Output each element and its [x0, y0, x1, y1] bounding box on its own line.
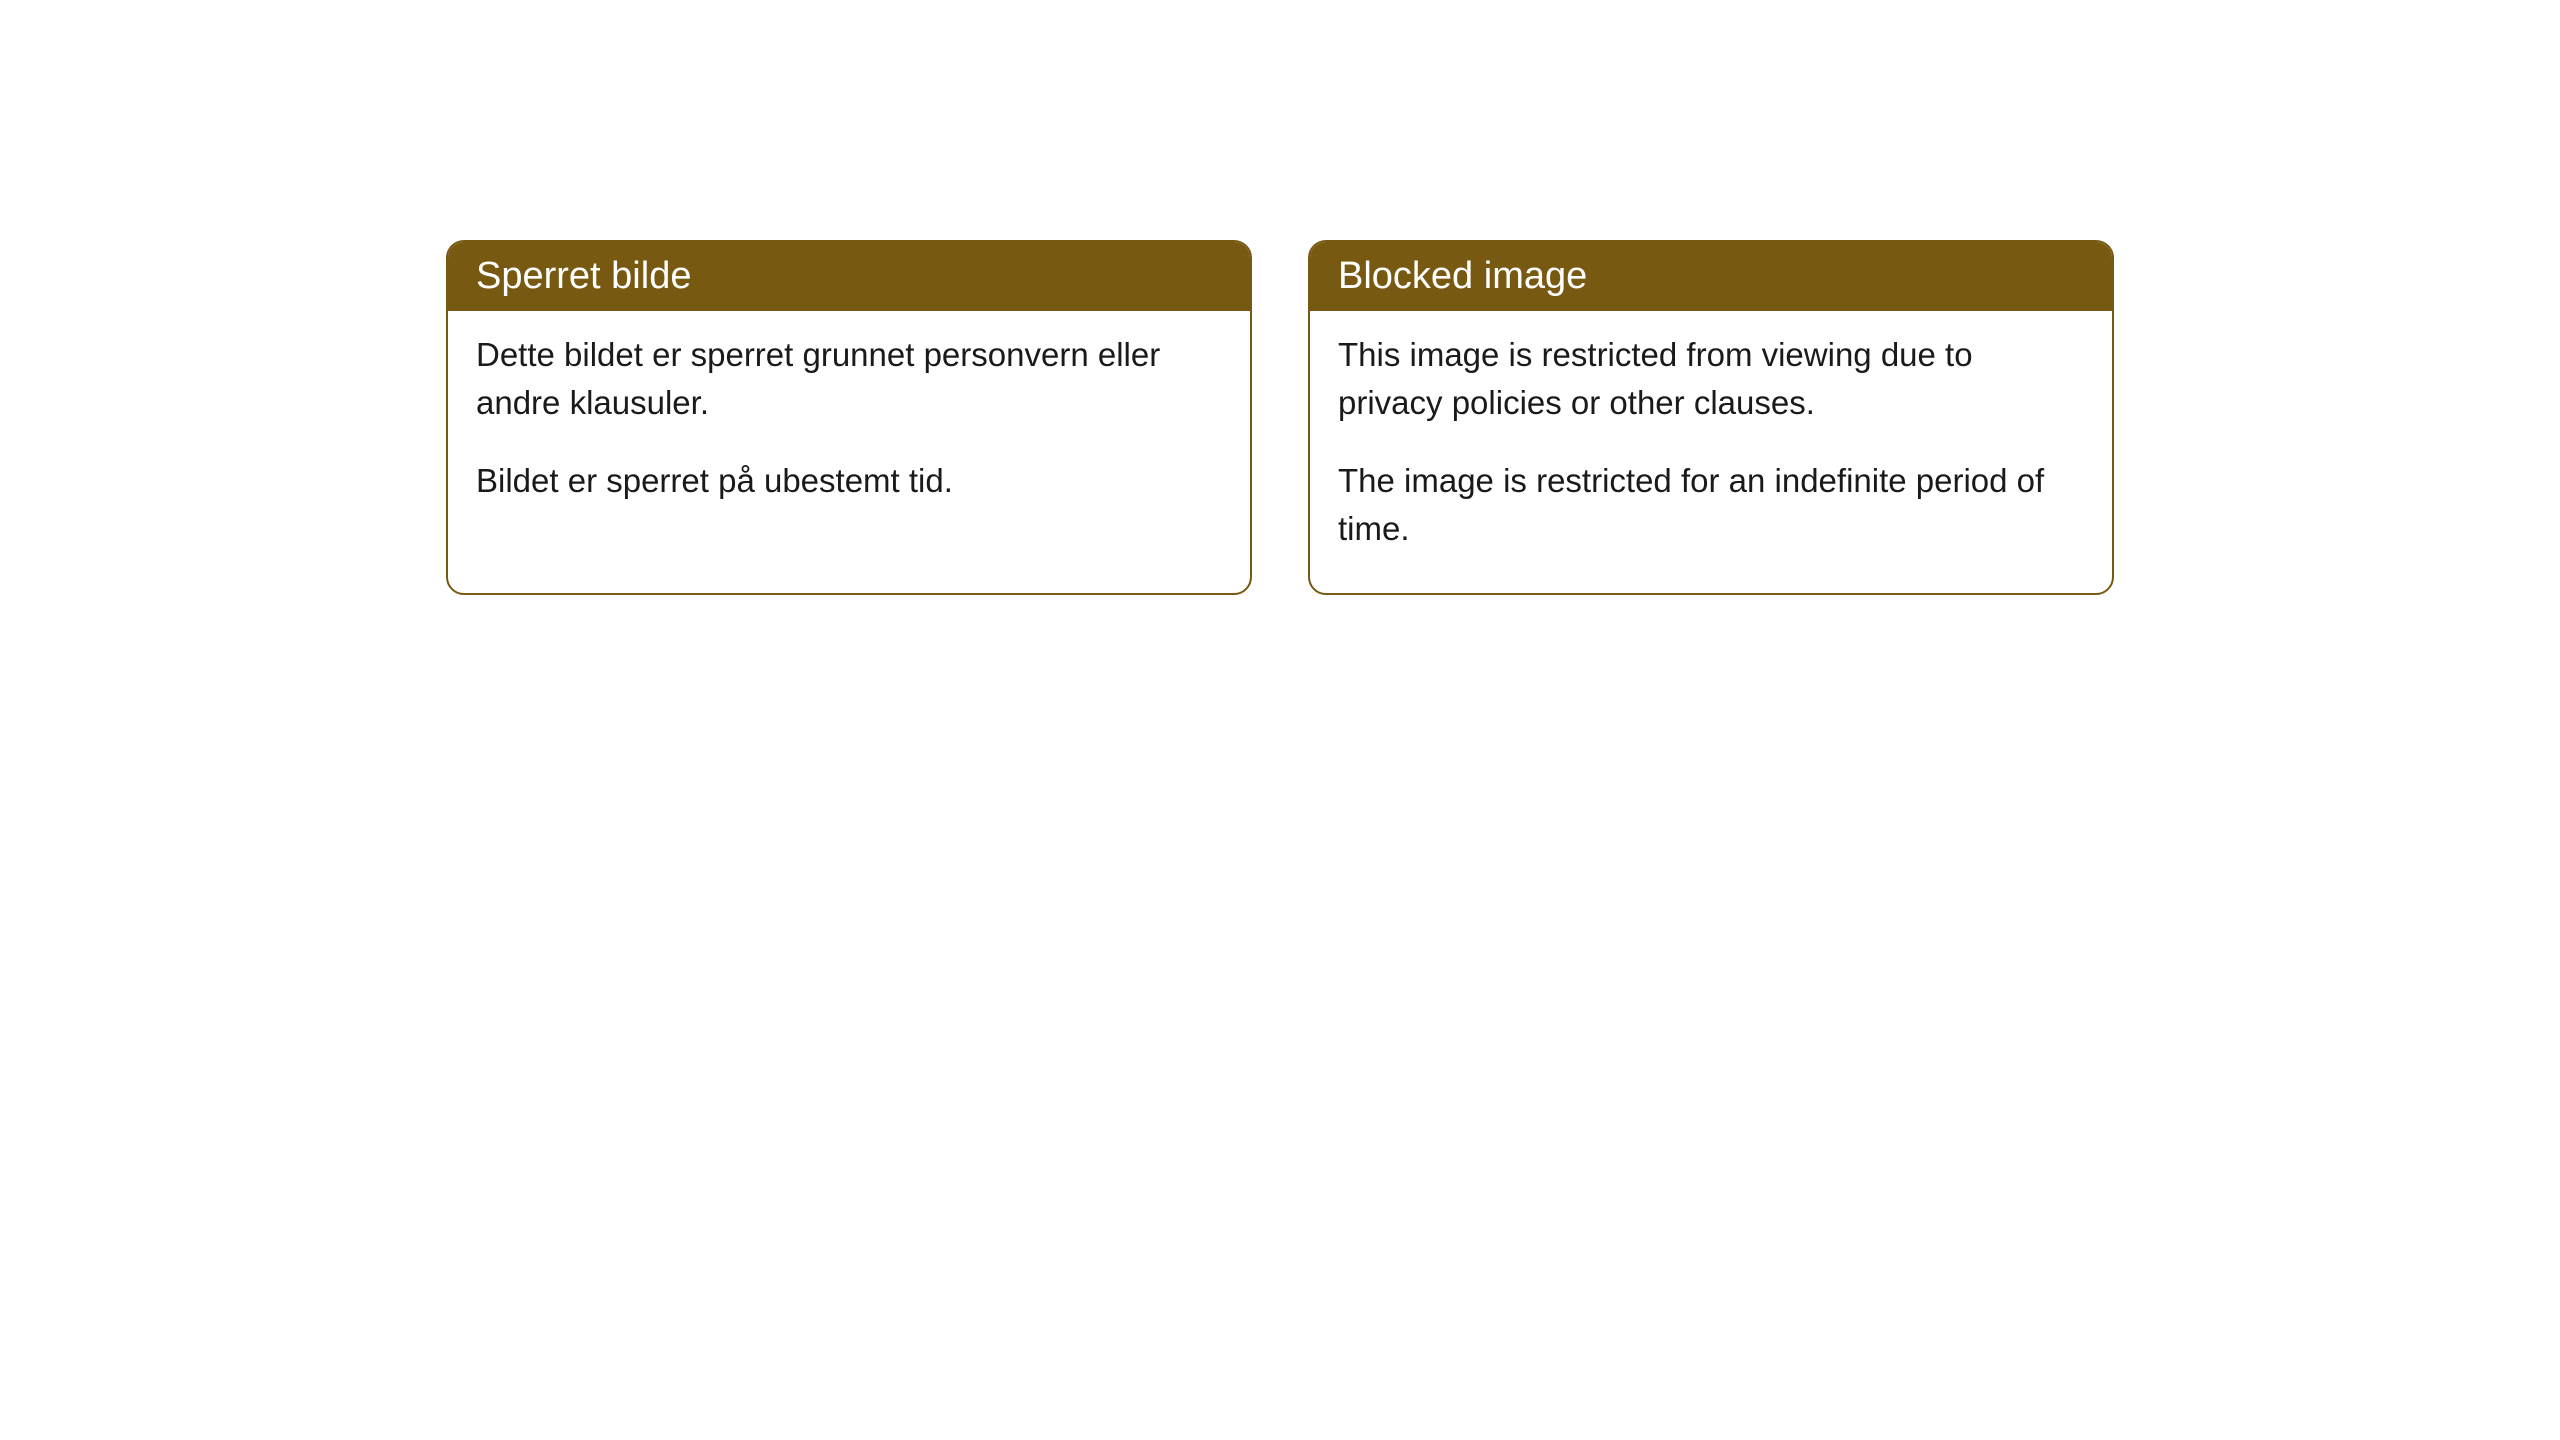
notice-cards-container: Sperret bilde Dette bildet er sperret gr…: [0, 240, 2560, 595]
card-header: Sperret bilde: [448, 242, 1250, 311]
card-paragraph: Dette bildet er sperret grunnet personve…: [476, 331, 1222, 427]
card-header: Blocked image: [1310, 242, 2112, 311]
notice-card-english: Blocked image This image is restricted f…: [1308, 240, 2114, 595]
card-paragraph: The image is restricted for an indefinit…: [1338, 457, 2084, 553]
card-paragraph: This image is restricted from viewing du…: [1338, 331, 2084, 427]
card-body: Dette bildet er sperret grunnet personve…: [448, 311, 1250, 545]
card-title: Blocked image: [1338, 255, 1587, 297]
card-body: This image is restricted from viewing du…: [1310, 311, 2112, 592]
card-title: Sperret bilde: [476, 255, 691, 297]
card-paragraph: Bildet er sperret på ubestemt tid.: [476, 457, 1222, 505]
notice-card-norwegian: Sperret bilde Dette bildet er sperret gr…: [446, 240, 1252, 595]
